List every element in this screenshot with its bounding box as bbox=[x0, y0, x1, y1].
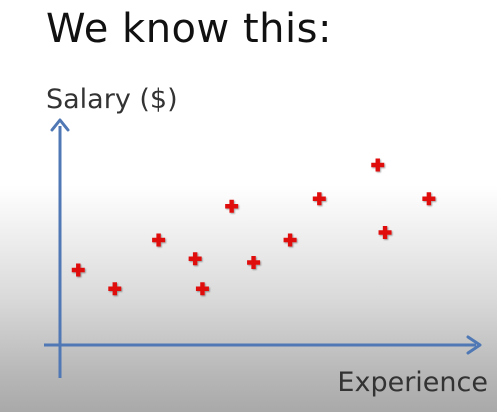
data-point-marker bbox=[152, 233, 166, 247]
y-axis-label: Salary ($) bbox=[46, 84, 178, 115]
x-axis-arrowhead bbox=[466, 335, 482, 355]
data-point-marker bbox=[195, 282, 209, 296]
slide-title: We know this: bbox=[46, 6, 332, 52]
data-point-marker bbox=[247, 256, 261, 269]
data-point-marker bbox=[71, 263, 85, 277]
y-axis-arrowhead bbox=[50, 118, 70, 132]
data-point-marker bbox=[371, 158, 385, 172]
data-point-marker bbox=[225, 199, 239, 213]
data-point-marker bbox=[312, 192, 326, 206]
data-point-marker bbox=[283, 233, 297, 247]
data-point-marker bbox=[378, 226, 392, 239]
data-point-marker bbox=[188, 252, 202, 266]
data-point-marker bbox=[108, 282, 122, 296]
data-point-marker bbox=[422, 192, 436, 206]
x-axis-label: Experience bbox=[337, 367, 488, 398]
